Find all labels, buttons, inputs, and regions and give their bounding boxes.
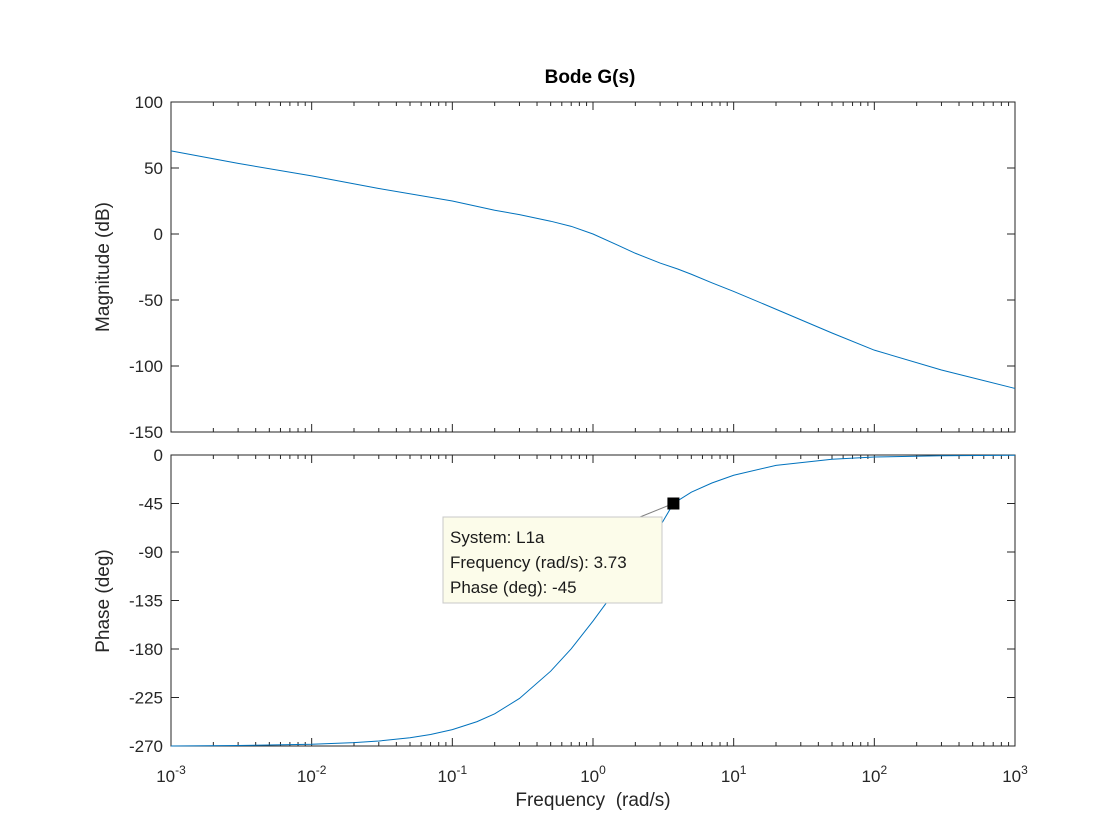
- magnitude-plot[interactable]: 100 50 0 -50 -100 -150 Magnitude (dB): [93, 93, 1016, 442]
- data-tip[interactable]: System: L1a Frequency (rad/s): 3.73 Phas…: [442, 497, 680, 604]
- phase-y-axis-label: Phase (deg): [93, 549, 114, 653]
- data-tip-box: [442, 516, 663, 604]
- phase-y-tick-label: -135: [129, 592, 163, 611]
- x-tick-label: 101: [721, 763, 747, 786]
- data-tip-frequency: Frequency (rad/s): 3.73: [450, 553, 627, 572]
- x-axis-label: Frequency (rad/s): [515, 790, 670, 811]
- x-tick-label: 10-3: [156, 763, 186, 786]
- x-tick-label: 10-1: [438, 763, 468, 786]
- phase-y-tick-label: -45: [138, 495, 163, 514]
- magnitude-y-axis-label: Magnitude (dB): [93, 202, 114, 332]
- magnitude-y-tick-label: -150: [129, 423, 163, 442]
- phase-y-tick-label: -225: [129, 689, 163, 708]
- magnitude-y-tick-label: -100: [129, 357, 163, 376]
- x-tick-label: 102: [862, 763, 888, 786]
- magnitude-y-tick-label: 50: [144, 159, 163, 178]
- phase-series-line: [170, 454, 1016, 747]
- phase-y-tick-label: -90: [138, 543, 163, 562]
- data-tip-system: System: L1a: [450, 528, 545, 547]
- data-tip-phase: Phase (deg): -45: [450, 578, 577, 597]
- chart-title: Bode G(s): [545, 67, 636, 88]
- x-tick-label: 10-2: [297, 763, 327, 786]
- magnitude-y-tick-label: -50: [138, 291, 163, 310]
- magnitude-series-line: [170, 150, 1016, 389]
- data-tip-marker[interactable]: [667, 497, 680, 510]
- phase-y-tick-label: -270: [129, 737, 163, 756]
- phase-y-tick-label: -180: [129, 640, 163, 659]
- magnitude-axes-box: [170, 101, 1016, 433]
- x-tick-label: 100: [580, 763, 606, 786]
- x-tick-labels: 10-3 10-2 10-1 100 101 102 103: [156, 763, 1028, 786]
- magnitude-y-tick-label: 0: [154, 225, 163, 244]
- phase-y-tick-label: 0: [154, 446, 163, 465]
- x-tick-label: 103: [1002, 763, 1028, 786]
- magnitude-y-tick-label: 100: [135, 93, 163, 112]
